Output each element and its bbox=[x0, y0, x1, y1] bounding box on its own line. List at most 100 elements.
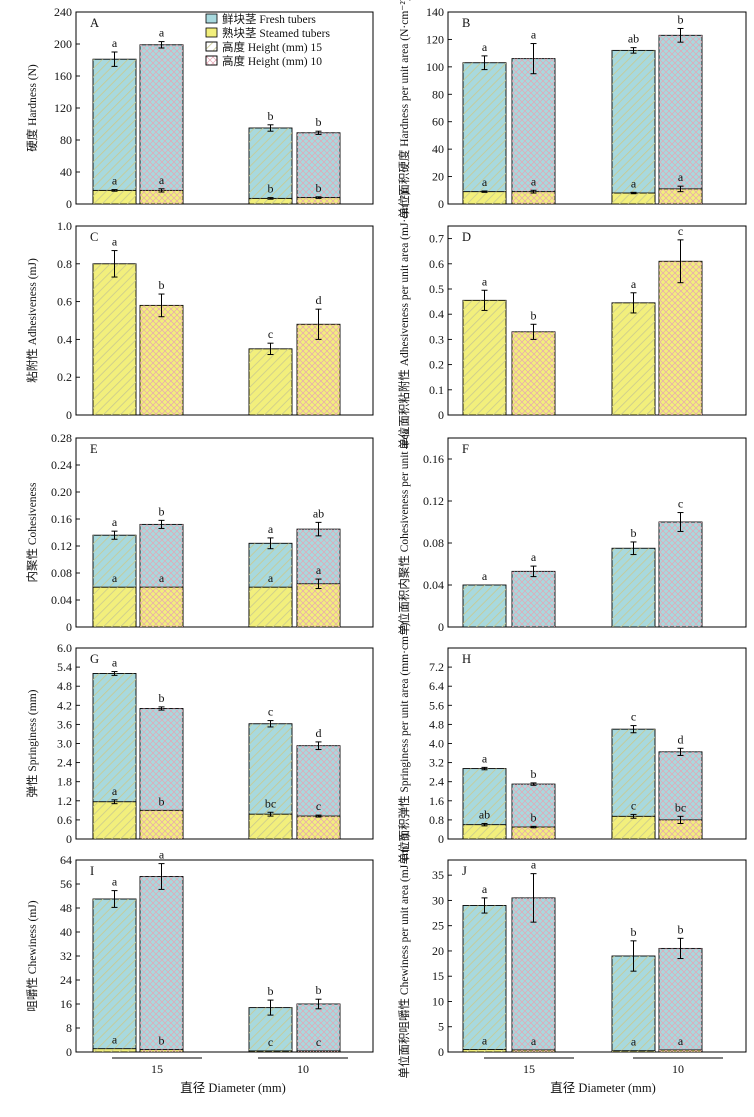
significance-letter: b bbox=[531, 810, 537, 824]
y-tick-label: 56 bbox=[60, 877, 72, 891]
significance-letter: b bbox=[268, 984, 274, 998]
significance-letter: a bbox=[631, 1035, 637, 1049]
bar-hatch-steamed bbox=[463, 300, 506, 415]
bar-hatch-steamed bbox=[140, 1049, 183, 1052]
significance-letter: c bbox=[268, 1035, 273, 1049]
bar-hatch-steamed bbox=[512, 1049, 555, 1052]
y-tick-label: 0.08 bbox=[423, 536, 444, 550]
bar-hatch-fresh bbox=[512, 897, 555, 1052]
y-tick-label: 8 bbox=[66, 1021, 72, 1035]
bar-hatch-fresh bbox=[140, 44, 183, 204]
chart-panel-d: 0 0.1 0.2 0.3 0.4 0.5 0.6 0.7 D 单位面积粘附性 Adhesiven… bbox=[397, 191, 747, 450]
significance-letter: b bbox=[159, 504, 165, 518]
x-axis-title-left: 直径 Diameter (mm) bbox=[180, 1081, 286, 1095]
significance-letter: a bbox=[112, 1033, 118, 1047]
panel-letter-g: G bbox=[90, 652, 99, 666]
significance-letter: b bbox=[531, 767, 537, 781]
bar-hatch-steamed bbox=[93, 263, 136, 415]
panel-letter-a: A bbox=[90, 16, 99, 30]
y-tick-label: 2.4 bbox=[57, 756, 72, 770]
plot-frame bbox=[447, 225, 747, 416]
y-tick-label: 4.8 bbox=[57, 679, 72, 693]
y-tick-label: 100 bbox=[426, 60, 444, 74]
significance-letter: a bbox=[112, 571, 118, 585]
y-tick-label: 40 bbox=[60, 925, 72, 939]
y-tick-label: 200 bbox=[54, 37, 72, 51]
group-label-15-left: 15 bbox=[151, 1062, 163, 1076]
significance-letter: c bbox=[631, 798, 636, 812]
y-axis-label: 硬度 Hardness (N) bbox=[25, 64, 39, 152]
y-axis-label: 咀嚼性 Chewiness (mJ) bbox=[25, 900, 39, 1011]
significance-letter: a bbox=[482, 1033, 488, 1047]
bar-hatch-fresh bbox=[249, 128, 292, 204]
y-tick-label: 0 bbox=[66, 1045, 72, 1059]
x-axis-title-right: 直径 Diameter (mm) bbox=[550, 1081, 656, 1095]
legend-swatch-height10 bbox=[205, 55, 218, 66]
bar-hatch-fresh bbox=[612, 956, 655, 1052]
significance-letter: ab bbox=[479, 807, 490, 821]
y-tick-label: 0.04 bbox=[423, 578, 444, 592]
bar-hatch-steamed bbox=[463, 1049, 506, 1052]
significance-letter: a bbox=[159, 173, 165, 187]
y-tick-label: 0.6 bbox=[57, 295, 72, 309]
significance-letter: a bbox=[531, 28, 537, 42]
legend: 鲜块茎 Fresh tubers 熟块茎 Steamed tubers 高度 H… bbox=[205, 12, 330, 68]
bar-hatch-fresh bbox=[659, 522, 702, 627]
y-tick-label: 1.0 bbox=[57, 219, 72, 233]
bar-hatch-steamed bbox=[249, 814, 292, 839]
bar-hatch-steamed bbox=[93, 587, 136, 627]
bar-hatch-steamed bbox=[140, 810, 183, 839]
y-tick-label: 0 bbox=[438, 197, 444, 211]
bar-hatch-fresh bbox=[512, 58, 555, 204]
y-tick-label: 64 bbox=[60, 853, 72, 867]
y-tick-label: 0.24 bbox=[51, 458, 72, 472]
significance-letter: b bbox=[159, 794, 165, 808]
y-axis-label: 单位面积硬度 Hardness per unit area (N·cm⁻²) bbox=[397, 0, 411, 219]
bar-hatch-steamed bbox=[463, 824, 506, 839]
bar-hatch-steamed bbox=[93, 1048, 136, 1052]
y-axis-label: 粘附性 Adhesiveness (mJ) bbox=[25, 258, 39, 383]
y-tick-label: 0.4 bbox=[57, 332, 72, 346]
legend-label-fresh: 鲜块茎 Fresh tubers bbox=[222, 12, 316, 26]
significance-letter: a bbox=[268, 522, 274, 536]
significance-letter: bc bbox=[265, 796, 276, 810]
y-tick-label: 80 bbox=[60, 133, 72, 147]
bar-hatch-fresh bbox=[140, 876, 183, 1052]
y-tick-label: 0.08 bbox=[51, 566, 72, 580]
significance-letter: b bbox=[159, 1034, 165, 1048]
y-tick-label: 30 bbox=[432, 893, 444, 907]
y-tick-label: 0.8 bbox=[429, 813, 444, 827]
plot-frame bbox=[447, 437, 747, 628]
bar-hatch-fresh bbox=[463, 62, 506, 204]
legend-swatch-fresh bbox=[205, 13, 218, 24]
bar-hatch-fresh bbox=[297, 1004, 340, 1052]
bar-hatch-fresh bbox=[93, 899, 136, 1052]
y-tick-label: 0 bbox=[438, 620, 444, 634]
plot-frame bbox=[75, 437, 374, 628]
significance-letter: a bbox=[531, 858, 537, 872]
significance-letter: a bbox=[159, 848, 165, 862]
y-tick-label: 4.2 bbox=[57, 698, 72, 712]
y-tick-label: 240 bbox=[54, 5, 72, 19]
y-tick-label: 0.20 bbox=[51, 485, 72, 499]
y-tick-label: 20 bbox=[432, 170, 444, 184]
significance-letter: b bbox=[316, 115, 322, 129]
plot-frame bbox=[75, 225, 374, 416]
bar-hatch-steamed bbox=[512, 191, 555, 204]
panel-letter-j: J bbox=[462, 864, 467, 878]
significance-letter: b bbox=[316, 983, 322, 997]
y-tick-label: 24 bbox=[60, 973, 72, 987]
y-tick-label: 0.16 bbox=[423, 452, 444, 466]
panel-letter-b: B bbox=[462, 16, 470, 30]
y-tick-label: 10 bbox=[432, 994, 444, 1008]
bar-hatch-steamed bbox=[612, 302, 655, 415]
legend-label-height15: 高度 Height (mm) 15 bbox=[222, 40, 322, 54]
y-tick-label: 4.0 bbox=[429, 737, 444, 751]
bar-hatch-fresh bbox=[93, 59, 136, 205]
chart-panel-b: 0 20 40 60 80 100 120 140 B 单位面积硬度 Hardness per u… bbox=[397, 0, 747, 219]
bar-hatch-steamed bbox=[659, 188, 702, 204]
significance-letter: a bbox=[112, 784, 118, 798]
significance-letter: a bbox=[482, 40, 488, 54]
significance-letter: a bbox=[678, 1034, 684, 1048]
